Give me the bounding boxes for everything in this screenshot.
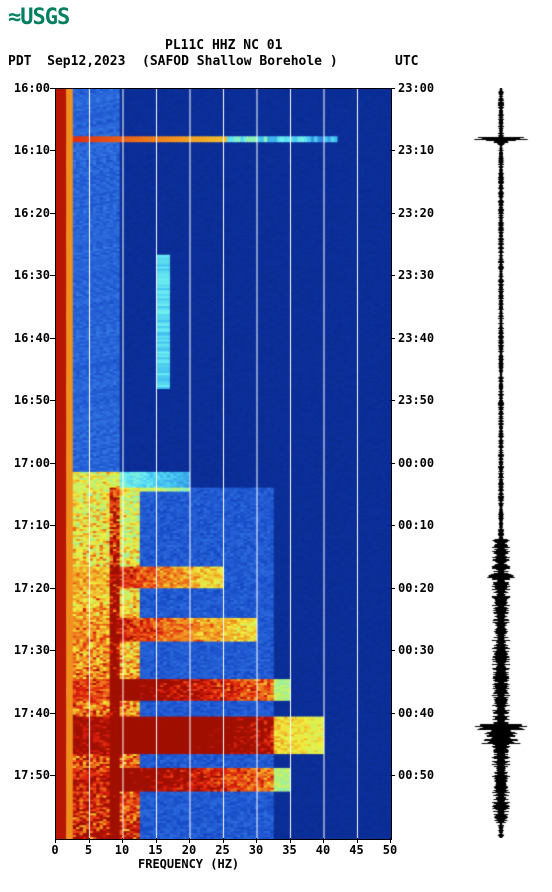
xtick: 5 xyxy=(85,843,92,857)
xtick: 0 xyxy=(51,843,58,857)
ytick-left: 17:50 xyxy=(4,768,50,782)
ytick-right: 00:20 xyxy=(398,581,434,595)
ytick-right: 23:10 xyxy=(398,143,434,157)
xtick: 35 xyxy=(282,843,296,857)
ytick-right: 23:50 xyxy=(398,393,434,407)
ytick-left: 16:50 xyxy=(4,393,50,407)
ytick-left: 17:30 xyxy=(4,643,50,657)
chart-title: PL11C HHZ NC 01 xyxy=(165,38,282,53)
ytick-right: 00:00 xyxy=(398,456,434,470)
xtick: 40 xyxy=(316,843,330,857)
ytick-left: 16:40 xyxy=(4,331,50,345)
ytick-right: 00:50 xyxy=(398,768,434,782)
usgs-logo: ≈USGS xyxy=(8,5,69,30)
xtick: 45 xyxy=(349,843,363,857)
ytick-left: 17:40 xyxy=(4,706,50,720)
xtick: 50 xyxy=(383,843,397,857)
xtick: 15 xyxy=(148,843,162,857)
ytick-right: 00:10 xyxy=(398,518,434,532)
ytick-right: 23:20 xyxy=(398,206,434,220)
ytick-right: 00:40 xyxy=(398,706,434,720)
subtitle-pdt: PDT Sep12,2023 xyxy=(8,54,125,69)
xtick: 10 xyxy=(115,843,129,857)
ytick-right: 00:30 xyxy=(398,643,434,657)
x-axis-label: FREQUENCY (HZ) xyxy=(138,857,239,871)
ytick-left: 16:00 xyxy=(4,81,50,95)
ytick-right: 23:00 xyxy=(398,81,434,95)
xtick: 25 xyxy=(215,843,229,857)
xtick: 20 xyxy=(182,843,196,857)
ytick-left: 16:20 xyxy=(4,206,50,220)
subtitle-utc: UTC xyxy=(395,54,418,69)
xtick: 30 xyxy=(249,843,263,857)
ytick-left: 17:10 xyxy=(4,518,50,532)
ytick-left: 17:00 xyxy=(4,456,50,470)
ytick-right: 23:40 xyxy=(398,331,434,345)
ytick-left: 16:10 xyxy=(4,143,50,157)
ytick-right: 23:30 xyxy=(398,268,434,282)
subtitle-station: (SAFOD Shallow Borehole ) xyxy=(142,54,338,69)
waveform-plot xyxy=(460,88,542,838)
spectrogram-plot xyxy=(55,88,392,840)
ytick-left: 17:20 xyxy=(4,581,50,595)
ytick-left: 16:30 xyxy=(4,268,50,282)
